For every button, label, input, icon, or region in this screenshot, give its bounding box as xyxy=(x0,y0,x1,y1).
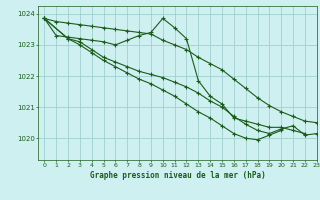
X-axis label: Graphe pression niveau de la mer (hPa): Graphe pression niveau de la mer (hPa) xyxy=(90,171,266,180)
